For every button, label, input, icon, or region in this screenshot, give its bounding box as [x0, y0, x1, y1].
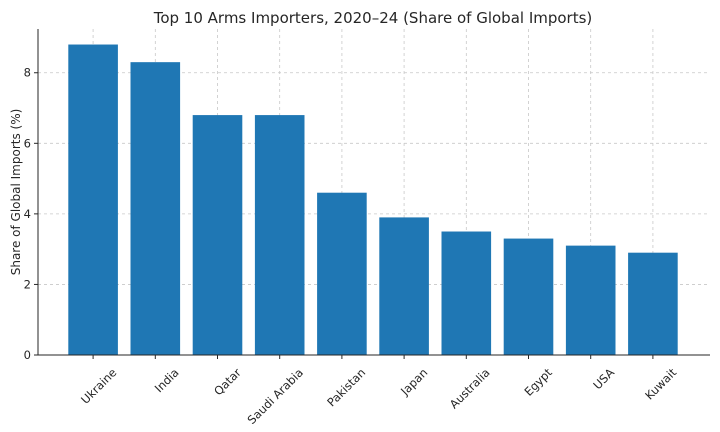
bar: [192, 115, 243, 355]
x-tick-label: USA: [590, 365, 617, 392]
x-tick-label: Saudi Arabia: [245, 365, 307, 427]
bar: [628, 252, 678, 355]
bar: [130, 62, 181, 356]
x-tick-label: Egypt: [521, 365, 555, 399]
x-tick-label: Ukraine: [78, 365, 119, 406]
y-tick-label: 2: [24, 277, 31, 291]
bar: [254, 115, 305, 355]
x-tick-label: India: [152, 365, 182, 395]
y-axis-label: Share of Global Imports (%): [9, 109, 23, 276]
y-tick-label: 8: [24, 66, 31, 80]
x-tick-label: Japan: [397, 365, 430, 398]
bar: [441, 231, 492, 355]
chart-title: Top 10 Arms Importers, 2020–24 (Share of…: [153, 9, 593, 27]
bars: [68, 44, 678, 356]
bar: [317, 192, 367, 355]
y-tick-label: 6: [24, 136, 31, 150]
y-tick-label: 4: [24, 207, 31, 221]
bar: [565, 245, 616, 355]
x-tick-label: Kuwait: [642, 365, 679, 402]
bar: [68, 44, 118, 356]
y-tick-label: 0: [24, 348, 31, 362]
x-tick-label: Australia: [447, 365, 493, 411]
axes: [34, 29, 710, 359]
x-tick-label: Qatar: [211, 365, 244, 398]
x-tick-label: Pakistan: [324, 365, 368, 409]
bar: [379, 217, 429, 355]
bar: [503, 238, 554, 355]
